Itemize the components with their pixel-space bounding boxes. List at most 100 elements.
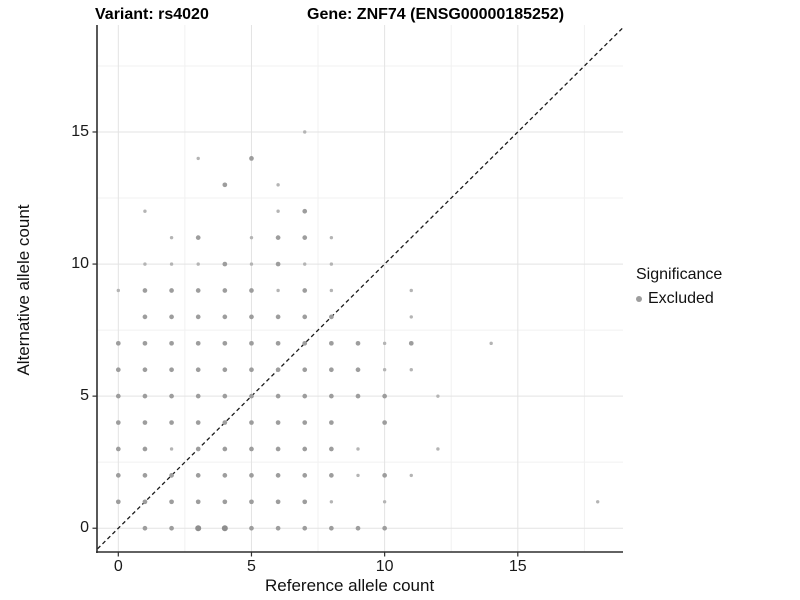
- data-point: [195, 420, 201, 425]
- data-point: [276, 209, 280, 213]
- data-point: [195, 367, 201, 373]
- data-point: [275, 393, 281, 399]
- data-point: [142, 367, 148, 373]
- data-point: [382, 420, 387, 425]
- excluded-point-icon: [636, 296, 642, 302]
- data-point: [169, 262, 174, 266]
- identity-line: [97, 26, 623, 551]
- data-point: [329, 367, 334, 373]
- data-point: [329, 340, 334, 346]
- data-point: [302, 499, 308, 505]
- data-point: [169, 235, 174, 240]
- data-point: [409, 473, 413, 478]
- data-point: [142, 288, 148, 293]
- data-point: [249, 420, 254, 425]
- data-point: [276, 288, 280, 293]
- gene-title: Gene: ZNF74 (ENSG00000185252): [307, 6, 565, 23]
- data-point: [115, 340, 121, 346]
- y-axis-title: Alternative allele count: [14, 204, 33, 376]
- data-point: [169, 525, 174, 531]
- data-point: [222, 182, 228, 188]
- data-point: [329, 288, 334, 293]
- data-point: [115, 367, 121, 373]
- data-point: [329, 473, 334, 478]
- data-point: [382, 341, 387, 346]
- data-point: [249, 262, 254, 266]
- data-point: [382, 368, 387, 372]
- data-point: [355, 525, 361, 531]
- legend: Significance Excluded: [636, 266, 722, 308]
- data-point: [302, 314, 308, 320]
- data-point: [169, 420, 174, 425]
- data-point: [222, 420, 228, 425]
- data-point: [329, 262, 334, 266]
- data-point: [222, 261, 228, 267]
- data-point: [436, 394, 440, 398]
- data-point: [249, 340, 254, 346]
- data-point: [275, 473, 281, 478]
- data-point: [115, 499, 121, 505]
- data-point: [302, 367, 308, 373]
- data-point: [249, 288, 254, 293]
- data-point: [302, 208, 308, 214]
- data-point: [355, 367, 361, 373]
- data-point: [142, 446, 148, 452]
- data-point: [303, 262, 307, 266]
- data-point: [195, 314, 201, 320]
- data-point: [221, 525, 228, 532]
- data-point: [169, 447, 174, 451]
- data-point: [169, 367, 174, 373]
- data-point: [356, 447, 360, 451]
- data-point: [489, 341, 493, 346]
- data-point: [115, 446, 121, 452]
- data-point: [142, 340, 148, 346]
- data-point: [169, 499, 174, 505]
- data-point: [142, 499, 148, 505]
- data-point: [302, 393, 308, 399]
- data-point: [196, 262, 200, 266]
- data-point: [222, 367, 228, 373]
- data-point: [302, 340, 308, 346]
- data-point: [302, 473, 308, 478]
- data-point: [195, 235, 201, 240]
- data-point: [355, 393, 361, 399]
- data-point: [275, 261, 281, 267]
- data-point: [382, 525, 387, 531]
- data-point: [356, 473, 360, 478]
- data-point: [195, 446, 201, 452]
- data-point: [195, 473, 201, 478]
- data-point: [275, 446, 281, 452]
- data-point: [142, 393, 148, 399]
- data-point: [195, 340, 201, 346]
- data-point: [329, 235, 334, 240]
- data-point: [249, 156, 254, 161]
- legend-item-excluded: Excluded: [636, 290, 722, 308]
- data-point: [329, 446, 334, 452]
- data-point: [275, 235, 281, 240]
- data-point: [169, 288, 174, 293]
- data-point: [143, 209, 147, 213]
- data-point: [142, 525, 148, 531]
- variant-title: Variant: rs4020: [95, 6, 209, 23]
- x-tick-label: 5: [247, 558, 256, 575]
- data-point: [169, 340, 174, 346]
- data-point: [115, 393, 121, 399]
- x-tick-label: 10: [375, 558, 394, 575]
- data-point: [302, 235, 308, 240]
- data-point: [169, 473, 174, 478]
- data-point: [222, 446, 228, 452]
- data-point: [195, 393, 201, 399]
- data-point: [222, 340, 228, 346]
- data-point: [196, 156, 200, 161]
- data-point: [275, 499, 281, 505]
- data-point: [195, 499, 201, 505]
- data-point: [382, 473, 387, 478]
- data-point: [222, 314, 228, 320]
- data-point: [408, 340, 414, 346]
- y-tick-label: 0: [80, 519, 89, 537]
- data-point: [249, 235, 254, 240]
- data-point: [276, 183, 280, 187]
- data-point: [249, 393, 254, 399]
- legend-item-label: Excluded: [648, 290, 714, 307]
